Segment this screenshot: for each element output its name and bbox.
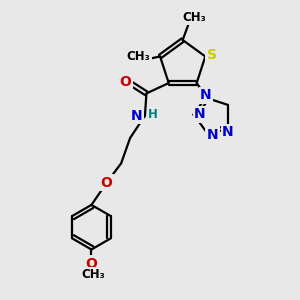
Text: S: S xyxy=(207,48,217,62)
Text: H: H xyxy=(148,108,158,121)
Text: CH₃: CH₃ xyxy=(182,11,206,24)
Text: N: N xyxy=(207,128,218,142)
Text: N: N xyxy=(200,88,212,102)
Text: N: N xyxy=(222,125,234,139)
Text: O: O xyxy=(100,176,112,190)
Text: O: O xyxy=(85,257,98,271)
Text: CH₃: CH₃ xyxy=(126,50,150,63)
Text: O: O xyxy=(120,75,132,88)
Text: N: N xyxy=(194,107,206,121)
Text: N: N xyxy=(131,109,142,123)
Text: CH₃: CH₃ xyxy=(82,268,105,281)
